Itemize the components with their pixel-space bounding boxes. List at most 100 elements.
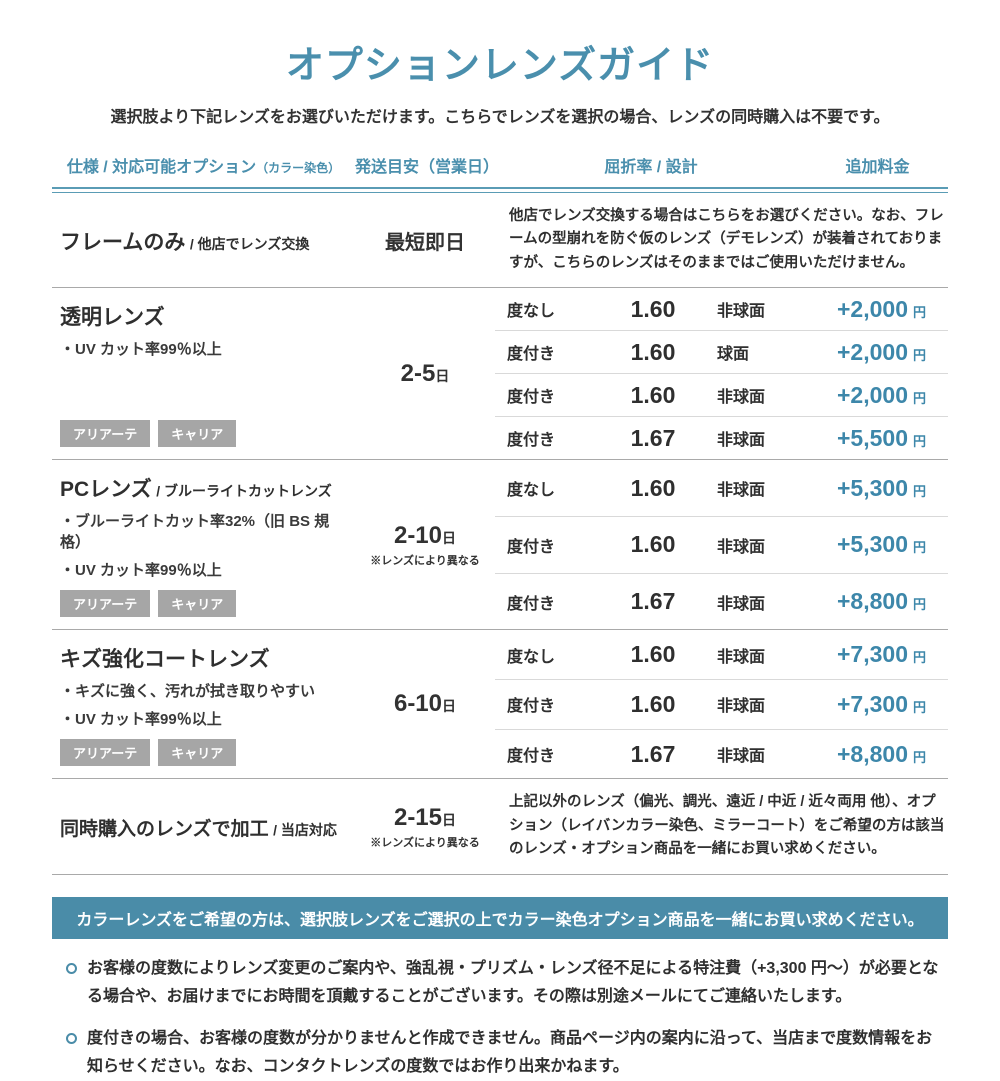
tag-ariate: アリアーテ [60, 739, 151, 767]
power-type: 度付き [507, 432, 556, 450]
section-scratch-coat-lens: キズ強化コートレンズ ・キズに強く、汚れが拭き取りやすい ・UV カット率99％… [52, 630, 948, 780]
lens-row: 度なし 1.60 非球面 +2,000 円 [495, 288, 948, 330]
section-pc-lens: PCレンズ / ブルーライトカットレンズ ・ブルーライトカット率32%（旧 BS… [52, 460, 948, 631]
price-unit: 円 [913, 347, 927, 363]
price-cell: +2,000 円 [837, 339, 948, 366]
shipping-cell: 2-10日 ※レンズにより異なる [355, 460, 495, 629]
power-type: 度付き [507, 538, 556, 556]
lens-info-cell: PCレンズ / ブルーライトカットレンズ ・ブルーライトカット率32%（旧 BS… [52, 460, 355, 629]
price-unit: 円 [913, 304, 927, 320]
price-value: +7,300 [837, 690, 908, 717]
section-frame-only: フレームのみ / 他店でレンズ交換 最短即日 他店でレンズ交換する場合はこちらを… [52, 193, 948, 289]
lens-design: 非球面 [717, 538, 766, 556]
price-cell: +2,000 円 [837, 296, 948, 323]
refractive-index: 1.60 [630, 690, 676, 717]
section-note: 他店でレンズ交換する場合はこちらをお選びください。なお、フレームの型崩れを防ぐ仮… [509, 208, 944, 271]
lens-design: 非球面 [717, 698, 766, 716]
lens-rows: 度なし 1.60 非球面 +2,000 円 度付き 1.60 球面 +2,000 円… [495, 288, 948, 459]
tag-ariate: アリアーテ [60, 420, 151, 448]
refractive-index: 1.67 [630, 588, 676, 615]
lens-rows: 度なし 1.60 非球面 +5,300 円 度付き 1.60 非球面 +5,300… [495, 460, 948, 629]
page-subtitle: 選択肢より下記レンズをお選びいただけます。こちらでレンズを選択の場合、レンズの同… [110, 109, 890, 126]
price-value: +8,800 [837, 740, 908, 767]
section-title: フレームのみ [60, 230, 186, 254]
lens-design: 非球面 [717, 389, 766, 407]
shipping-cell: 6-10日 [355, 630, 495, 778]
shipping-cell: 2-5日 [355, 288, 495, 459]
price-unit: 円 [913, 433, 927, 449]
table-header-row: 仕様 / 対応可能オプション（カラー染色） 発送目安（営業日） 屈折率 / 設計… [52, 153, 948, 177]
tag-carrier: キャリア [158, 420, 237, 448]
lens-rows: 度なし 1.60 非球面 +7,300 円 度付き 1.60 非球面 +7,300… [495, 630, 948, 778]
price-value: +2,000 [837, 295, 908, 322]
price-value: +5,500 [837, 424, 908, 451]
header-shipping: 発送目安（営業日） [355, 159, 500, 176]
price-value: +7,300 [837, 641, 908, 668]
price-value: +2,000 [837, 338, 908, 365]
color-option-tags: アリアーテ キャリア [60, 410, 237, 448]
lens-row: 度付き 1.60 球面 +2,000 円 [495, 330, 948, 373]
price-value: +8,800 [837, 588, 908, 615]
section-title-sub: / ブルーライトカットレンズ [156, 483, 332, 500]
shipping-unit: 日 [442, 811, 457, 828]
lens-row: 度付き 1.60 非球面 +2,000 円 [495, 373, 948, 416]
price-unit: 円 [913, 650, 927, 666]
price-unit: 円 [913, 699, 927, 715]
header-price: 追加料金 [845, 159, 910, 176]
header-spec: 仕様 / 対応可能オプション（カラー染色） [52, 153, 355, 177]
shipping-note: ※レンズにより異なる [370, 554, 480, 567]
lens-row: 度付き 1.60 非球面 +5,300 円 [495, 516, 948, 573]
price-value: +5,300 [837, 474, 908, 501]
header-divider [52, 187, 948, 193]
lens-row: 度なし 1.60 非球面 +5,300 円 [495, 460, 948, 516]
price-unit: 円 [913, 749, 927, 765]
section-clear-lens: 透明レンズ ・UV カット率99％以上 アリアーテ キャリア 2-5日 度なし … [52, 288, 948, 461]
shipping-cell: 最短即日 [355, 226, 495, 255]
page-title: オプションレンズガイド [285, 45, 715, 87]
section-title: 透明レンズ [60, 306, 165, 330]
power-type: 度付き [507, 698, 556, 716]
section-simultaneous-purchase: 同時購入のレンズで加工 / 当店対応 2-15日 ※レンズにより異なる 上記以外… [52, 779, 948, 875]
refractive-index: 1.67 [630, 740, 676, 767]
tag-carrier: キャリア [158, 590, 237, 618]
price-unit: 円 [913, 597, 927, 613]
color-option-tags: アリアーテ キャリア [60, 580, 237, 618]
bullet-circle-icon [66, 1032, 77, 1044]
lens-feature: ・キズに強く、汚れが拭き取りやすい [60, 683, 316, 701]
shipping-unit: 日 [442, 529, 457, 546]
shipping-time: 2-15 [393, 803, 443, 831]
shipping-time: 6-10 [393, 690, 443, 718]
lens-design: 非球面 [717, 595, 766, 613]
price-cell: +8,800 円 [837, 741, 948, 768]
header-spec-note: （カラー染色） [256, 161, 341, 175]
lens-row: 度付き 1.67 非球面 +8,800 円 [495, 728, 948, 779]
shipping-time: 最短即日 [385, 231, 465, 254]
price-cell: +7,300 円 [837, 641, 948, 668]
option-lens-guide-page: オプションレンズガイド 選択肢より下記レンズをお選びいただけます。こちらでレンズ… [0, 34, 1000, 1081]
lens-row: 度付き 1.60 非球面 +7,300 円 [495, 679, 948, 729]
color-option-tags: アリアーテ キャリア [60, 729, 237, 767]
lens-design: 非球面 [717, 482, 766, 500]
refractive-index: 1.60 [630, 381, 676, 408]
price-cell: +5,300 円 [837, 531, 948, 558]
lens-design: 非球面 [717, 303, 766, 321]
footnotes: お客様の度数によりレンズ変更のご案内や、強乱視・プリズム・レンズ径不足による特注… [52, 955, 948, 1081]
power-type: 度なし [507, 648, 556, 666]
price-cell: +7,300 円 [837, 691, 948, 718]
section-title: PCレンズ [60, 478, 152, 502]
lens-row: 度付き 1.67 非球面 +5,500 円 [495, 416, 948, 459]
price-cell: +8,800 円 [837, 588, 948, 615]
section-title: キズ強化コートレンズ [60, 648, 270, 672]
lens-design: 非球面 [717, 748, 766, 766]
lens-row: 度付き 1.67 非球面 +8,800 円 [495, 572, 948, 630]
refractive-index: 1.60 [630, 641, 676, 668]
price-unit: 円 [913, 540, 927, 556]
refractive-index: 1.67 [630, 424, 676, 451]
color-lens-banner: カラーレンズをご希望の方は、選択肢レンズをご選択の上でカラー染色オプション商品を… [52, 896, 948, 939]
shipping-time: 2-5 [400, 359, 436, 387]
lens-feature: ・UV カット率99％以上 [60, 711, 222, 729]
lens-design: 非球面 [717, 432, 766, 450]
footnote-item: 度付きの場合、お客様の度数が分かりませんと作成できません。商品ページ内の案内に沿… [52, 1025, 948, 1081]
frame-only-cell: フレームのみ / 他店でレンズ交換 [52, 213, 355, 268]
lens-info-cell: 同時購入のレンズで加工 / 当店対応 [52, 801, 355, 853]
